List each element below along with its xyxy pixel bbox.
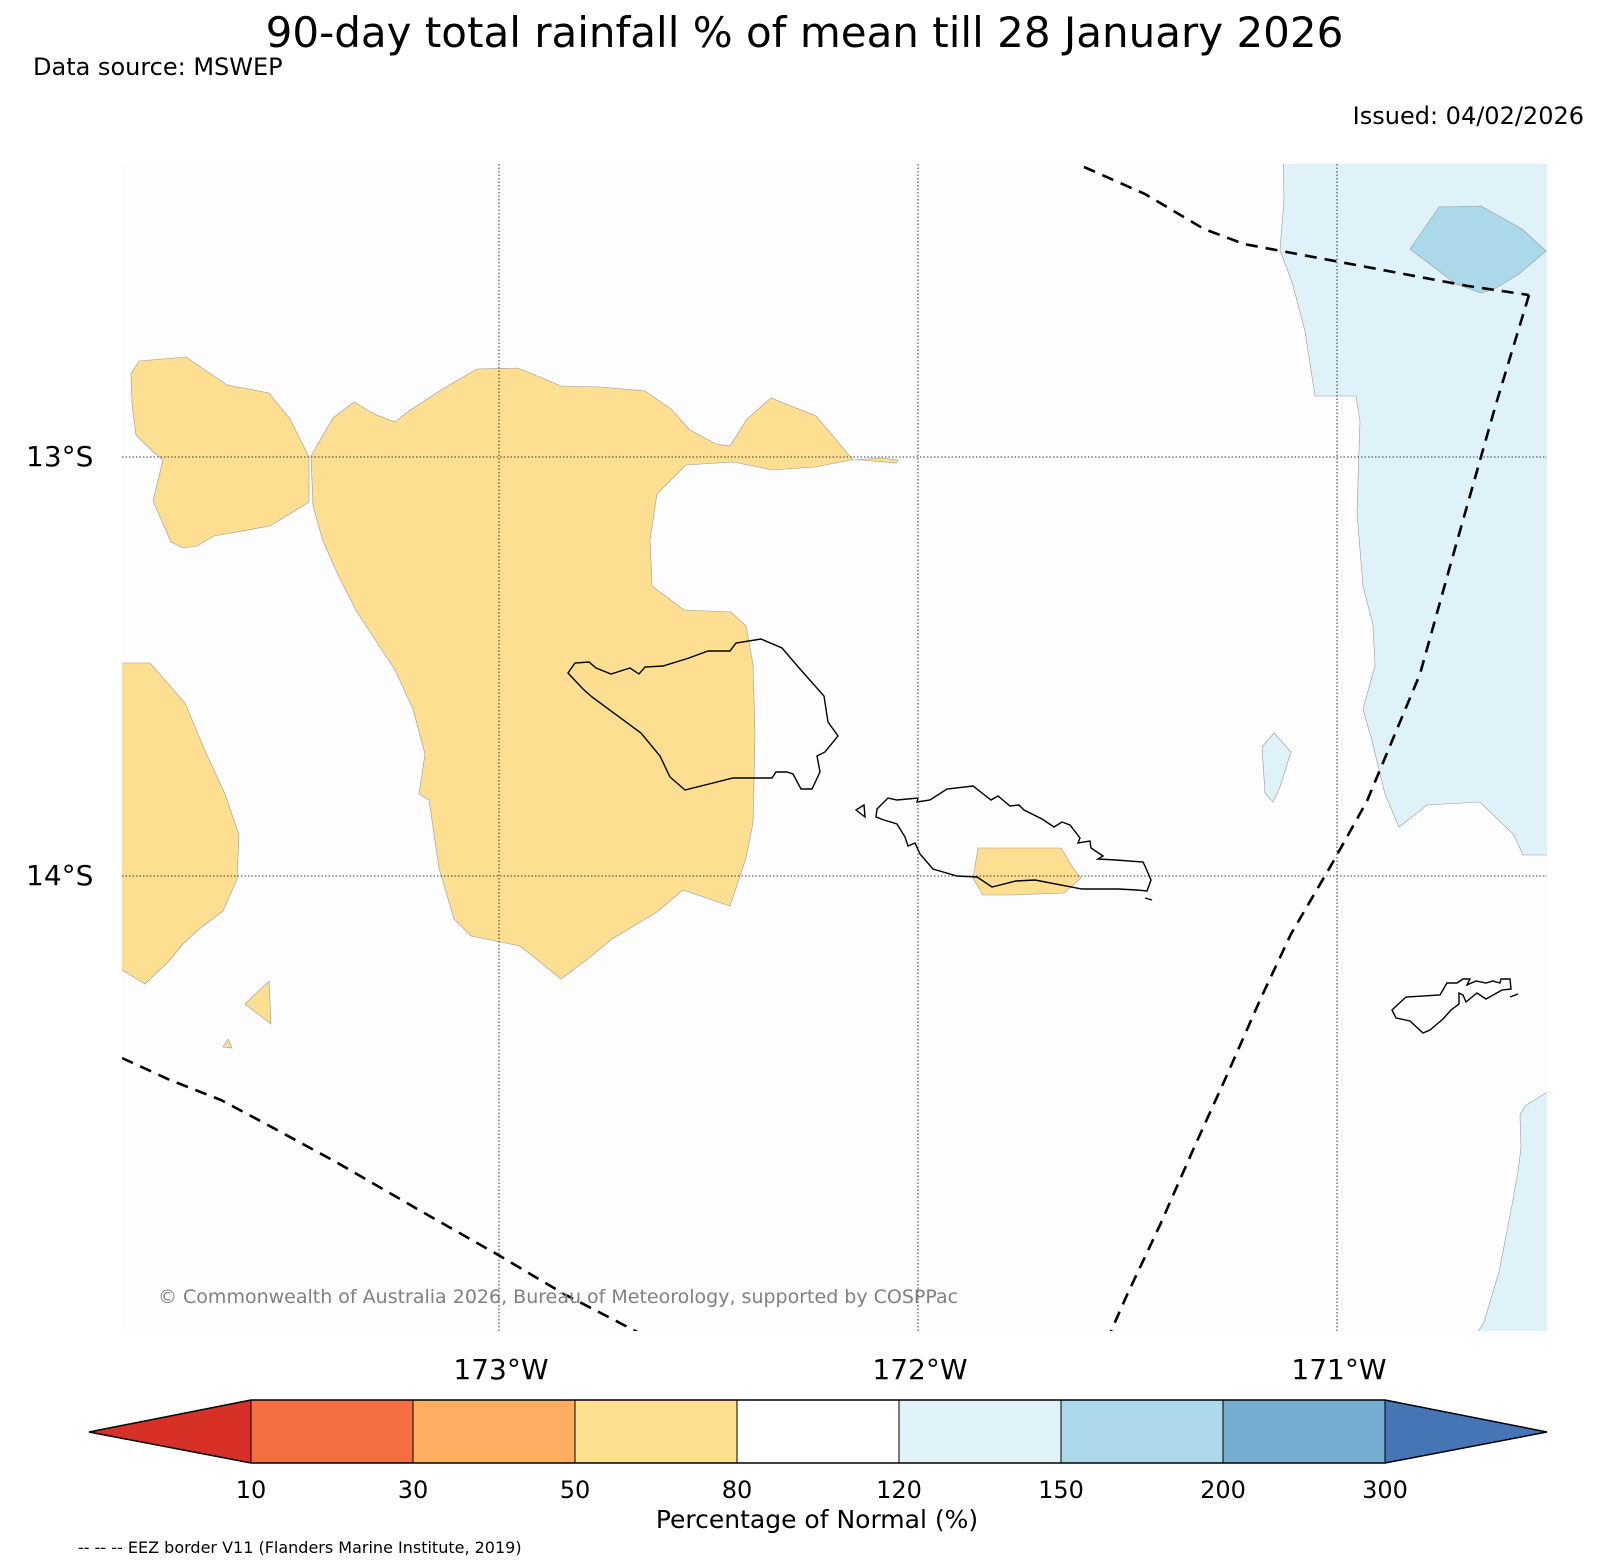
coastline-savaii [567,638,839,791]
region-120-150-east [1279,164,1547,856]
colorbar-bin-80-120 [737,1400,899,1463]
colorbar-bin-120-150 [899,1400,1061,1463]
colorbar-tick-200: 200 [1200,1476,1246,1504]
coastline-islet-a [854,803,866,819]
colorbar-extend-high [1385,1400,1547,1463]
copyright-notice: © Commonwealth of Australia 2026, Bureau… [158,1286,959,1308]
coastline-tutuila-east [1509,993,1519,998]
colorbar-tick-300: 300 [1362,1476,1408,1504]
region-50-80-northwest [130,356,310,549]
data-source: Data source: MSWEP [33,53,283,81]
lon-label-172w: 172°W [872,1353,968,1386]
lat-label-13s: 13°S [26,440,94,473]
eez-border-southwest [122,1056,639,1331]
graticule [122,164,1547,1331]
map-title: 90-day total rainfall % of mean till 28 … [265,8,1344,57]
colorbar-tick-120: 120 [876,1476,922,1504]
region-120-150-southeast [1478,1091,1547,1331]
colorbar-bin-150-200 [1061,1400,1223,1463]
colorbar-outline [88,1399,1548,1464]
coastline-islet-b [1144,897,1153,901]
colorbar-tick-50: 50 [559,1476,591,1504]
eez-footnote: -- -- -- EEZ border V11 (Flanders Marine… [78,1538,522,1557]
issued-date: Issued: 04/02/2026 [1352,102,1584,130]
colorbar-extend-low [89,1400,251,1463]
eez-border-east [1109,294,1531,1331]
region-50-80-west [122,662,240,985]
colorbar-tick-150: 150 [1038,1476,1084,1504]
colorbar-tick-30: 30 [397,1476,429,1504]
colorbar-bin-30-50 [413,1400,575,1463]
colorbar-tick-10: 10 [235,1476,267,1504]
coastline-tutuila [1391,978,1512,1034]
colorbar-bin-200-300 [1223,1400,1385,1463]
region-50-80-tiny-islet [222,1038,233,1049]
region-150-200-northeast [1409,205,1547,294]
lon-label-173w: 173°W [453,1353,549,1386]
colorbar-bin-50-80 [575,1400,737,1463]
region-50-80-central [310,367,899,980]
lon-label-171w: 171°W [1291,1353,1387,1386]
region-50-80-southwest-islet [244,980,272,1025]
lat-label-14s: 14°S [26,859,94,892]
region-50-80-tutuila [972,847,1082,896]
coastline-upolu [875,785,1152,892]
eez-border-north [1083,165,1530,297]
region-120-150-islet [1261,732,1292,803]
colorbar-bin-10-30 [251,1400,413,1463]
colorbar-title: Percentage of Normal (%) [655,1505,979,1534]
colorbar-tick-80: 80 [721,1476,753,1504]
colorbar [88,1399,1548,1464]
